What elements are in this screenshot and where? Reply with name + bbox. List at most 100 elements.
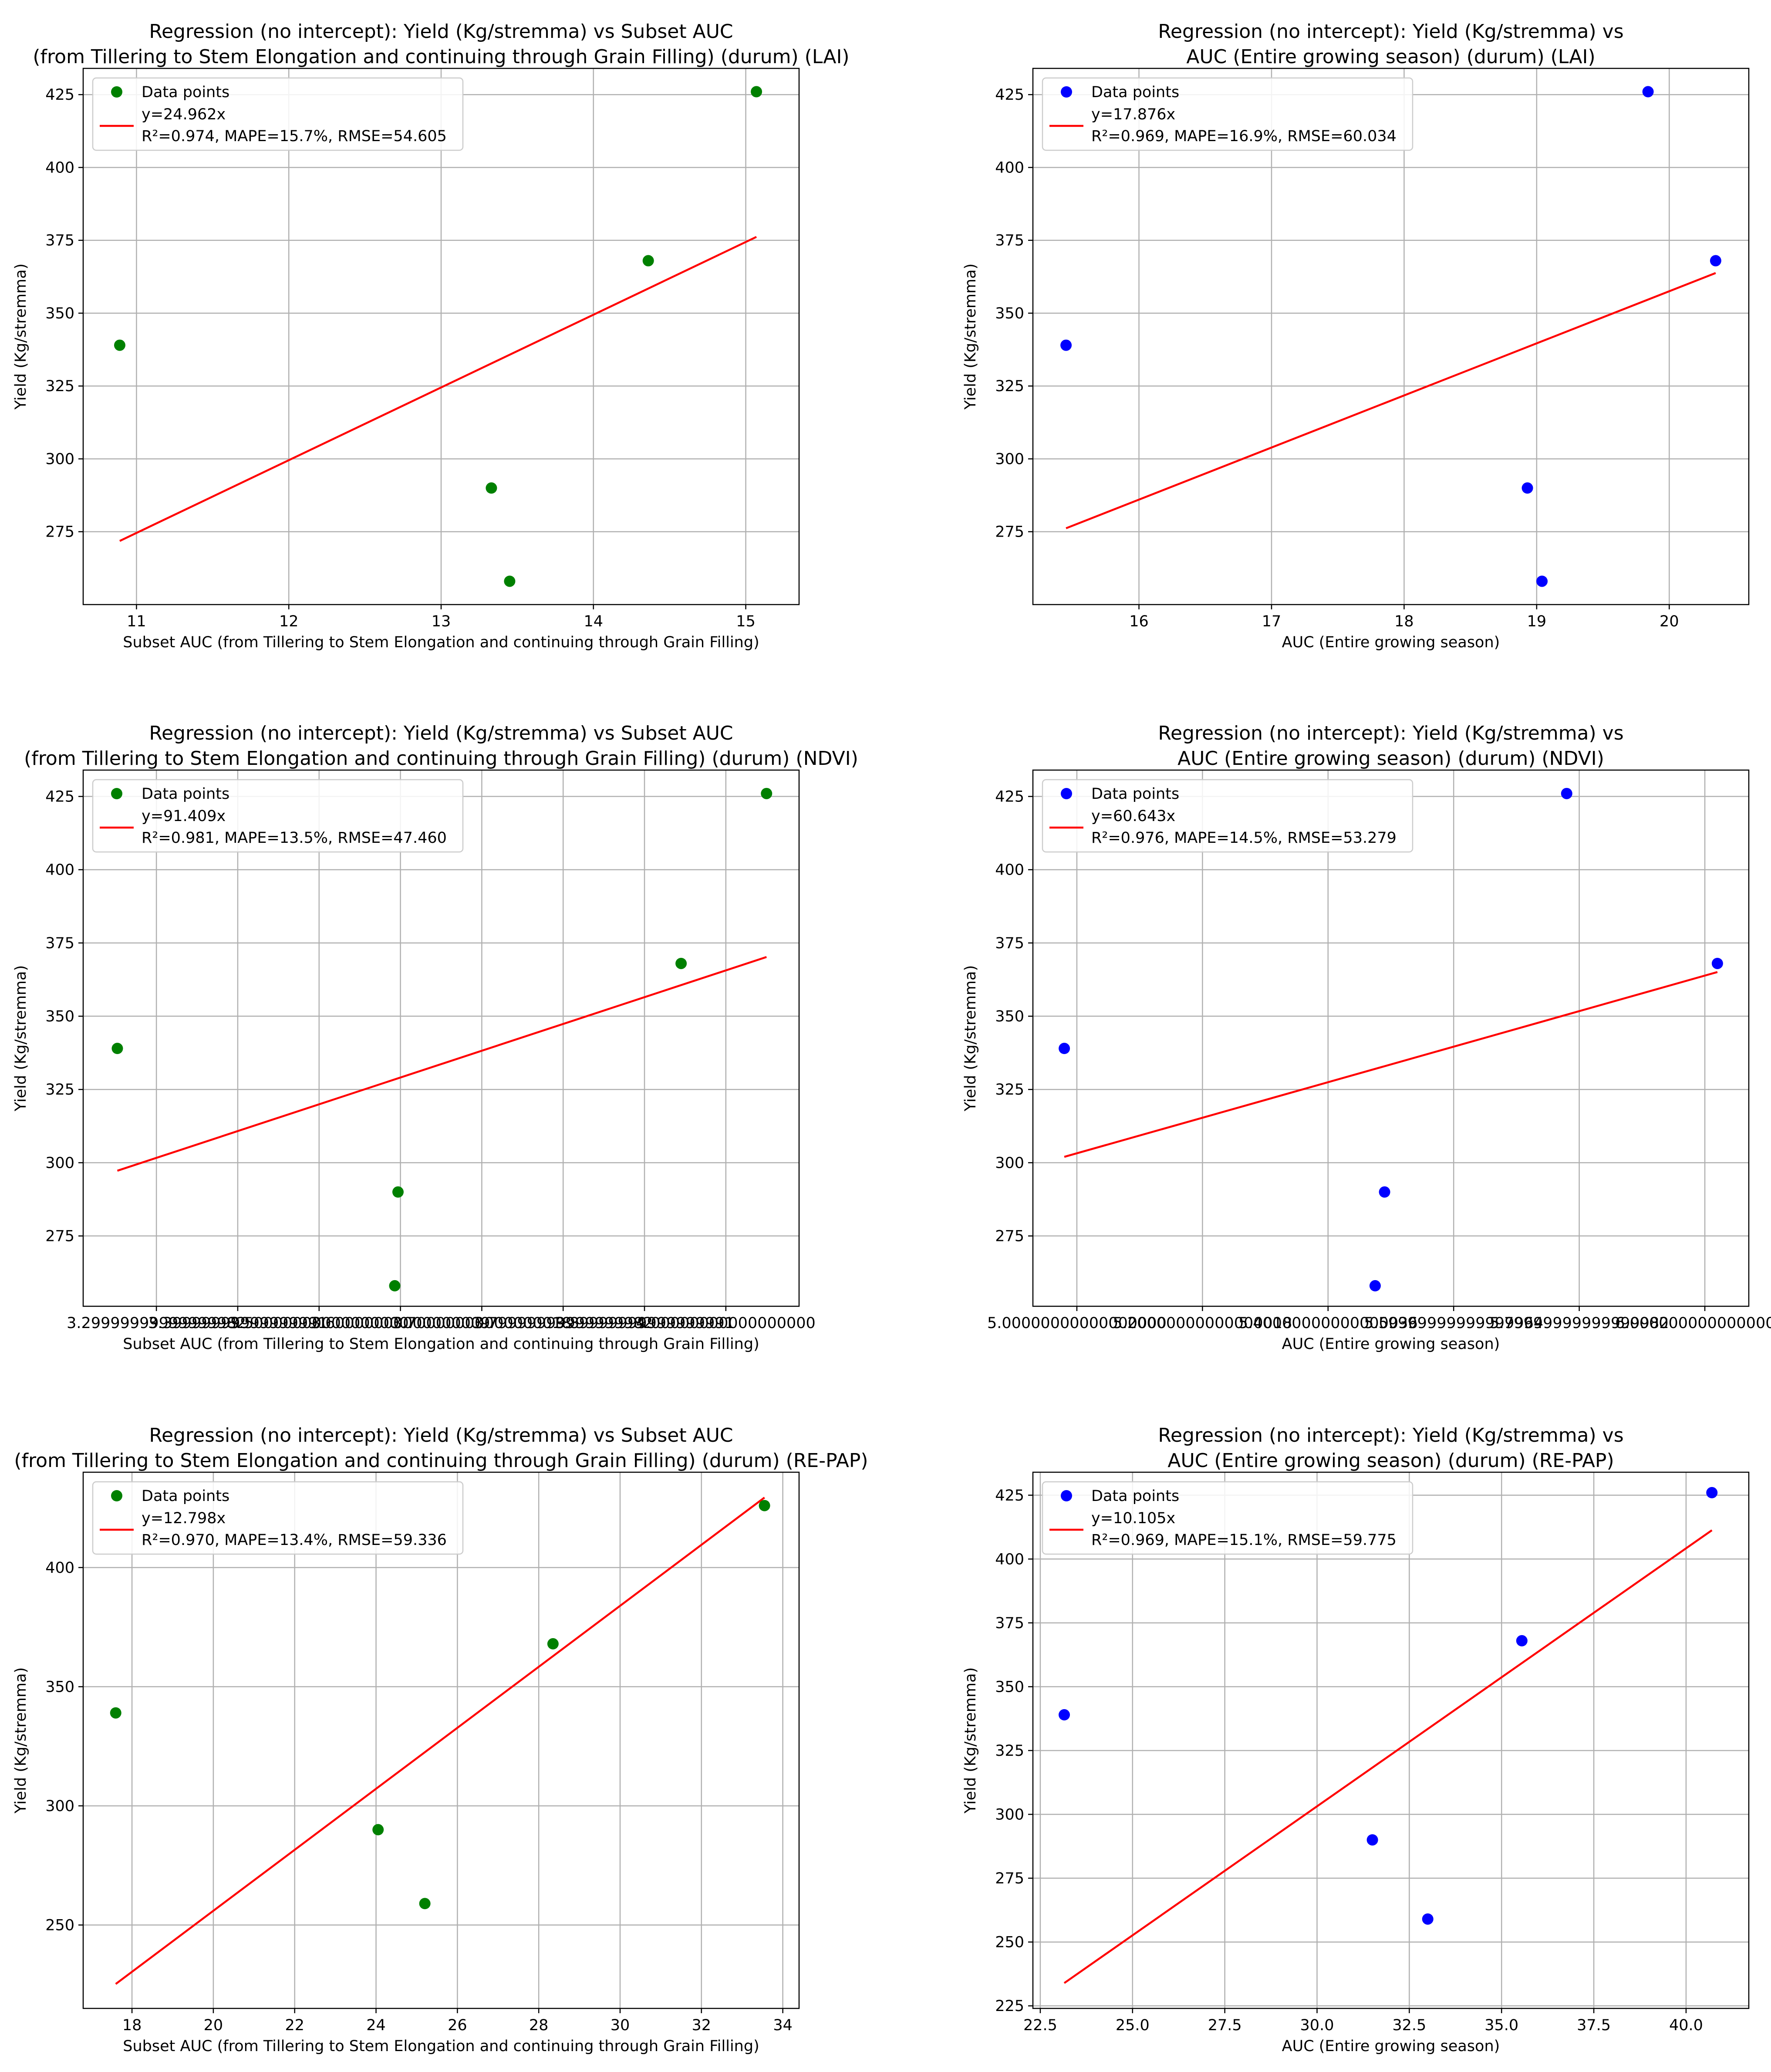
y-tick-label: 325 xyxy=(995,1742,1024,1760)
legend-equation: y=10.105x xyxy=(1091,1510,1175,1527)
data-point xyxy=(389,1280,401,1291)
data-point xyxy=(504,575,516,587)
y-tick-label: 400 xyxy=(45,1559,74,1577)
data-point xyxy=(1369,1280,1381,1291)
data-point xyxy=(547,1638,559,1649)
legend: Data points y=17.876x R²=0.969, MAPE=16.9%… xyxy=(1042,77,1413,151)
x-tick-label: 17 xyxy=(1262,613,1282,630)
x-tick-label: 26 xyxy=(448,2017,467,2034)
data-point xyxy=(1059,1709,1070,1720)
x-tick-label: 5.20000000000000018 xyxy=(1113,1315,1292,1332)
legend-equation: y=12.798x xyxy=(142,1510,226,1527)
x-tick-label: 16 xyxy=(1129,613,1149,630)
x-axis-label: Subset AUC (from Tillering to Stem Elong… xyxy=(123,634,759,651)
x-tick-label: 35.0 xyxy=(1484,2017,1518,2034)
chart-title-line: Regression (no intercept): Yield (Kg/str… xyxy=(1158,20,1623,43)
legend-label-points: Data points xyxy=(1091,84,1179,101)
x-tick-label: 14 xyxy=(584,613,604,630)
regression-line xyxy=(115,1497,765,1985)
axes-frame xyxy=(1032,1471,1750,2009)
y-tick-label: 300 xyxy=(45,1154,74,1172)
chart-title-line: Regression (no intercept): Yield (Kg/str… xyxy=(149,20,733,43)
y-tick-label: 400 xyxy=(995,1551,1024,1568)
y-tick-label: 425 xyxy=(995,788,1024,806)
data-point xyxy=(1536,575,1548,587)
x-tick-label: 5.40000000000000036 xyxy=(1238,1315,1418,1332)
legend-label-points: Data points xyxy=(1091,1487,1179,1505)
x-tick-label: 3.89999999999999991 xyxy=(555,1315,734,1332)
x-axis-label: AUC (Entire growing season) xyxy=(1282,2038,1500,2055)
data-point xyxy=(392,1186,404,1198)
data-point xyxy=(110,1707,121,1719)
grid xyxy=(83,1472,799,2008)
legend-marker-points xyxy=(111,86,122,98)
x-tick-label: 4.00000000000000000 xyxy=(636,1315,816,1332)
data-point xyxy=(1422,1913,1434,1925)
y-tick-label: 375 xyxy=(995,1615,1024,1632)
data-point xyxy=(675,957,687,969)
y-tick-label: 400 xyxy=(995,159,1024,176)
y-tick-label: 300 xyxy=(995,1154,1024,1172)
y-tick-label: 300 xyxy=(45,1798,74,1815)
y-tick-label: 275 xyxy=(45,524,74,541)
chart-panel-1: Regression (no intercept): Yield (Kg/str… xyxy=(12,20,850,651)
x-tick-label: 40.0 xyxy=(1669,2017,1703,2034)
data-point xyxy=(1379,1186,1390,1198)
data-point xyxy=(114,339,125,351)
x-tick-label: 30 xyxy=(611,2017,630,2034)
chart-panel-2: Regression (no intercept): Yield (Kg/str… xyxy=(962,20,1750,651)
legend-marker-points xyxy=(1061,788,1072,799)
x-tick-label: 32 xyxy=(692,2017,712,2034)
data-point xyxy=(1516,1635,1528,1646)
chart-title-line: Regression (no intercept): Yield (Kg/str… xyxy=(149,1424,733,1447)
chart-title-line: Regression (no intercept): Yield (Kg/str… xyxy=(1158,1424,1623,1447)
y-tick-label: 400 xyxy=(995,862,1024,879)
y-axis-label: Yield (Kg/stremma) xyxy=(12,264,30,410)
legend-stats: R²=0.976, MAPE=14.5%, RMSE=53.279 xyxy=(1091,829,1397,847)
x-tick-label: 12 xyxy=(279,613,299,630)
y-tick-label: 375 xyxy=(995,232,1024,250)
legend: Data points y=12.798x R²=0.970, MAPE=13.4%… xyxy=(92,1481,464,1555)
y-tick-label: 400 xyxy=(45,862,74,879)
x-tick-label: 22 xyxy=(285,2017,304,2034)
x-tick-label: 25.0 xyxy=(1116,2017,1150,2034)
legend-marker-points xyxy=(1061,86,1072,98)
chart-title-line: Regression (no intercept): Yield (Kg/str… xyxy=(1158,722,1623,744)
data-point xyxy=(1711,957,1723,969)
y-tick-label: 250 xyxy=(45,1917,74,1934)
y-tick-label: 350 xyxy=(995,1008,1024,1025)
data-point xyxy=(1366,1834,1378,1846)
chart-panel-5: Regression (no intercept): Yield (Kg/str… xyxy=(12,1424,868,2055)
grid xyxy=(1033,1472,1749,2008)
y-tick-label: 375 xyxy=(45,935,74,952)
chart-panel-6: Regression (no intercept): Yield (Kg/str… xyxy=(962,1424,1750,2055)
chart-title-line: (from Tillering to Stem Elongation and c… xyxy=(33,46,849,68)
legend-box xyxy=(92,77,464,151)
legend-box xyxy=(1042,1481,1413,1555)
data-point xyxy=(111,1043,123,1055)
y-tick-label: 325 xyxy=(995,378,1024,395)
y-tick-label: 300 xyxy=(995,1806,1024,1823)
axes-frame xyxy=(82,1471,800,2009)
y-axis-label: Yield (Kg/stremma) xyxy=(962,1667,979,1814)
y-tick-label: 325 xyxy=(995,1081,1024,1099)
y-tick-label: 325 xyxy=(45,1081,74,1099)
legend-box xyxy=(92,1481,464,1555)
chart-title-line: (from Tillering to Stem Elongation and c… xyxy=(24,747,858,770)
x-tick-label: 18 xyxy=(1394,613,1414,630)
y-tick-label: 350 xyxy=(45,1678,74,1696)
legend-marker-points xyxy=(111,788,122,799)
x-axis-label: Subset AUC (from Tillering to Stem Elong… xyxy=(123,1335,759,1353)
y-tick-label: 400 xyxy=(45,159,74,176)
chart-title-line: AUC (Entire growing season) (durum) (RE-… xyxy=(1167,1450,1614,1472)
grid xyxy=(83,770,799,1306)
legend-stats: R²=0.970, MAPE=13.4%, RMSE=59.336 xyxy=(142,1531,447,1549)
x-tick-label: 3.29999999999999982 xyxy=(67,1315,246,1332)
y-tick-label: 225 xyxy=(995,1998,1024,2015)
regression-line xyxy=(1064,971,1718,1158)
x-tick-label: 3.70000000000000018 xyxy=(392,1315,571,1332)
data-point xyxy=(419,1898,431,1910)
data-point xyxy=(1561,788,1572,799)
grid xyxy=(1033,770,1749,1306)
